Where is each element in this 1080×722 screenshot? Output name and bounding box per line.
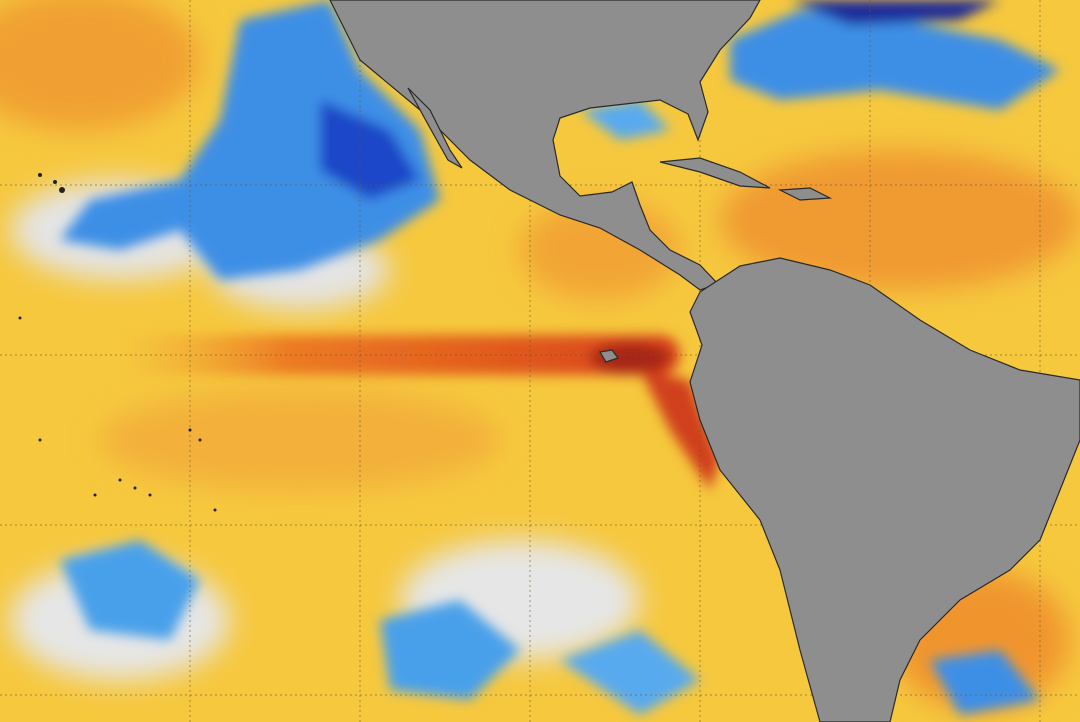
islands [18,173,217,512]
south-america [689,257,1080,722]
north-central-america [329,0,761,291]
hispaniola [777,187,833,201]
galapagos [599,349,619,363]
baja-california [407,87,463,169]
cuba [659,157,771,189]
land [329,0,1080,722]
